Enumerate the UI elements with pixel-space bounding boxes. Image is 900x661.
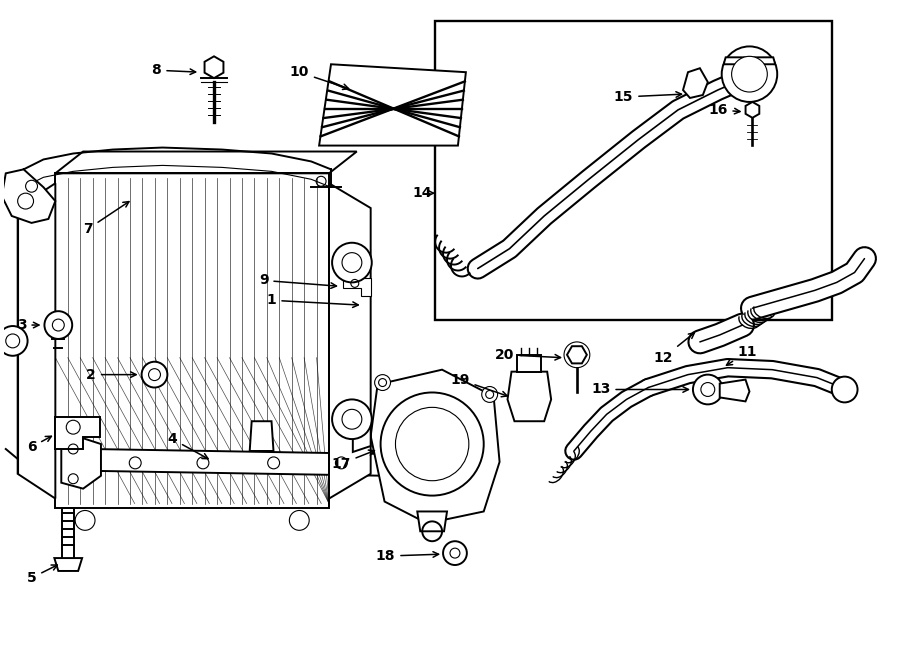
Text: 8: 8 — [151, 63, 195, 77]
Text: 9: 9 — [259, 274, 337, 288]
Text: 11: 11 — [726, 345, 757, 366]
Circle shape — [374, 375, 391, 391]
Text: 6: 6 — [27, 436, 51, 454]
Polygon shape — [683, 68, 707, 98]
Polygon shape — [329, 183, 371, 498]
Polygon shape — [55, 417, 100, 449]
Text: 17: 17 — [331, 450, 374, 471]
Polygon shape — [55, 151, 356, 173]
Circle shape — [67, 420, 80, 434]
Circle shape — [722, 46, 778, 102]
Polygon shape — [2, 169, 55, 223]
Polygon shape — [204, 56, 223, 78]
Circle shape — [482, 387, 498, 403]
Polygon shape — [54, 558, 82, 571]
Polygon shape — [418, 512, 447, 531]
Text: 13: 13 — [591, 383, 688, 397]
Text: 14: 14 — [412, 186, 435, 200]
Polygon shape — [435, 20, 832, 320]
Polygon shape — [343, 278, 371, 296]
Text: 19: 19 — [450, 373, 508, 397]
Polygon shape — [567, 346, 587, 364]
Polygon shape — [518, 355, 541, 371]
Polygon shape — [18, 183, 55, 498]
Polygon shape — [724, 58, 775, 64]
Text: 4: 4 — [167, 432, 208, 459]
Text: 20: 20 — [495, 348, 561, 362]
Polygon shape — [353, 416, 371, 452]
Text: 16: 16 — [708, 103, 740, 117]
Polygon shape — [371, 369, 500, 524]
Text: 1: 1 — [266, 293, 358, 307]
Polygon shape — [720, 379, 750, 401]
Text: 3: 3 — [17, 318, 39, 332]
Circle shape — [141, 362, 167, 387]
Circle shape — [443, 541, 467, 565]
Text: 15: 15 — [614, 90, 681, 104]
Circle shape — [332, 243, 372, 282]
Text: 10: 10 — [290, 65, 348, 89]
Circle shape — [332, 399, 372, 439]
Circle shape — [732, 56, 768, 92]
Polygon shape — [61, 431, 101, 488]
Polygon shape — [508, 371, 551, 421]
Circle shape — [76, 510, 95, 530]
Circle shape — [0, 326, 28, 356]
Text: 2: 2 — [86, 368, 136, 381]
Circle shape — [832, 377, 858, 403]
Text: 7: 7 — [84, 202, 129, 236]
Circle shape — [44, 311, 72, 339]
Polygon shape — [91, 449, 385, 476]
Polygon shape — [320, 64, 466, 145]
Text: 12: 12 — [653, 332, 695, 365]
Circle shape — [290, 510, 310, 530]
Polygon shape — [249, 421, 274, 451]
Circle shape — [693, 375, 723, 405]
Text: 5: 5 — [27, 565, 58, 585]
Text: 18: 18 — [376, 549, 438, 563]
Polygon shape — [745, 102, 760, 118]
